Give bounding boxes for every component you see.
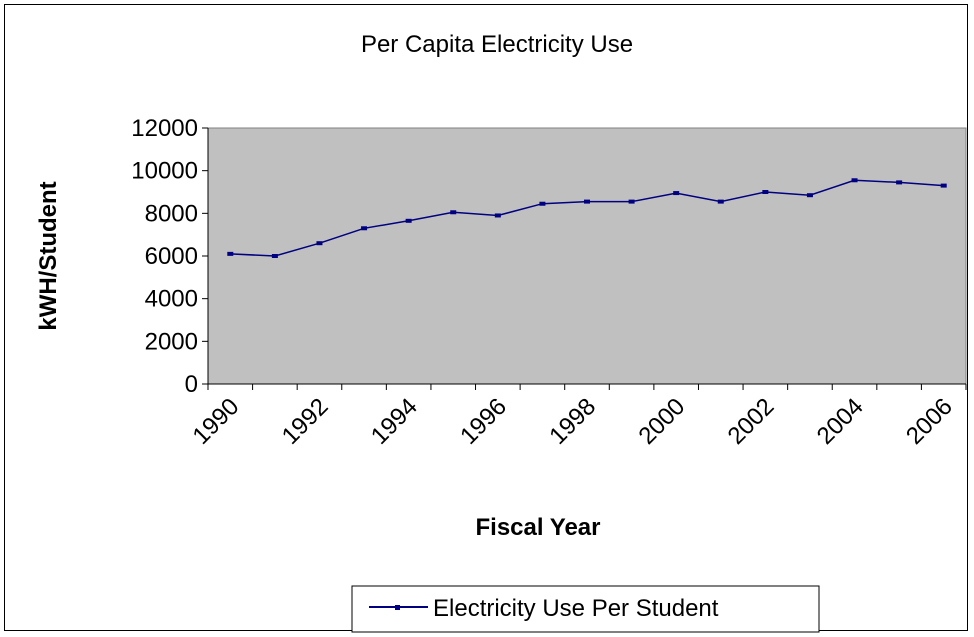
series-group (227, 178, 947, 258)
data-point (673, 191, 680, 196)
x-axis-title: Fiscal Year (476, 514, 601, 541)
x-tick-label: 1990 (188, 393, 245, 450)
data-point (405, 218, 412, 223)
y-tick-label: 0 (185, 371, 198, 398)
legend: Electricity Use Per Student (351, 585, 820, 633)
data-point (271, 254, 278, 258)
data-point (628, 199, 635, 204)
x-tick-label: 1992 (277, 393, 334, 450)
data-point (584, 199, 590, 204)
y-tick-label: 6000 (145, 243, 198, 270)
y-tick-label: 4000 (145, 286, 198, 313)
data-point (806, 193, 813, 198)
plot-area (207, 127, 967, 385)
data-point (896, 180, 903, 185)
y-tick-label: 8000 (145, 200, 198, 227)
x-axis: 1990 1992 1994 1996 1998 2000 2002 2004 2006 (188, 383, 967, 450)
data-point (227, 251, 234, 256)
data-point (450, 210, 457, 215)
x-tick-label: 2006 (901, 393, 958, 450)
data-point (539, 201, 546, 206)
legend-point-marker (395, 605, 400, 610)
data-point (494, 213, 501, 218)
data-point (361, 226, 368, 231)
data-point (316, 241, 323, 246)
x-tick-label: 1994 (366, 393, 423, 450)
x-tick-label: 2000 (633, 393, 690, 450)
data-point (717, 199, 724, 204)
y-axis: 0 2000 4000 6000 8000 10000 12000 (131, 115, 209, 398)
x-tick-label: 1996 (455, 393, 512, 450)
legend-label: Electricity Use Per Student (433, 595, 719, 622)
y-tick-label: 10000 (131, 158, 198, 185)
legend-box (351, 585, 820, 633)
y-axis-title: kWH/Student (35, 181, 62, 330)
x-tick-label: 2002 (723, 393, 780, 450)
y-tick-label: 2000 (145, 328, 198, 355)
chart-title: Per Capita Electricity Use (361, 31, 633, 58)
data-point (851, 178, 858, 183)
x-tick-label: 1998 (544, 393, 601, 450)
data-point (762, 190, 769, 194)
data-point (940, 183, 947, 188)
y-tick-label: 12000 (131, 115, 198, 142)
x-tick-label: 2004 (812, 393, 869, 450)
